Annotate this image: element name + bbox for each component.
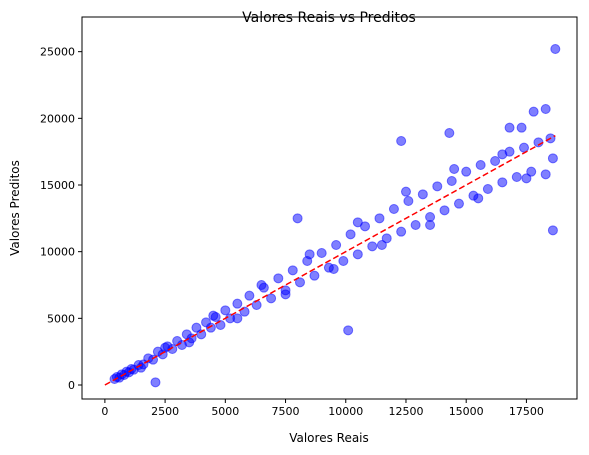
point [220,305,231,316]
point [345,229,356,240]
point [338,256,349,266]
point [316,248,327,258]
x-tick-label: 2500 [151,405,179,418]
point [388,204,399,214]
point [208,310,219,321]
point [367,241,378,252]
point [256,280,267,290]
point [432,181,443,192]
point [497,149,508,160]
point [304,249,315,260]
point [396,226,407,237]
x-tick-label: 15000 [449,405,484,418]
reference-line [104,135,556,386]
y-axis-label: Valores Preditos [8,160,22,256]
point [292,213,303,224]
point [160,342,171,353]
y-tick-label: 25000 [40,46,75,59]
point [540,104,551,114]
chart-title: Valores Reais vs Preditos [242,10,416,26]
point [446,176,457,186]
point [374,213,385,224]
point [417,189,428,200]
x-tick-label: 17500 [509,405,544,418]
point [287,265,298,276]
y-tick-label: 20000 [40,112,75,125]
point [239,306,250,317]
point [521,173,532,184]
point [273,273,284,284]
point [191,322,202,333]
x-tick-label: 10000 [328,405,363,418]
x-tick-label: 5000 [211,405,239,418]
point [309,270,320,281]
point [328,264,339,274]
point [444,128,455,138]
point [526,166,537,177]
y-tick-label: 0 [68,379,75,392]
point [439,205,450,216]
plot-frame [81,16,578,400]
point [352,249,363,260]
point [376,240,387,250]
point [232,298,243,309]
point [528,106,539,117]
point [482,184,493,194]
point [244,290,255,301]
point [461,166,472,177]
point [540,169,551,180]
point [331,240,342,250]
y-tick-label: 5000 [47,312,75,325]
point [280,289,291,300]
point [425,220,436,230]
point [343,325,354,336]
point [352,217,363,228]
point [475,160,486,170]
point [294,277,305,288]
x-tick-label: 12500 [388,405,423,418]
point [449,164,460,174]
point [396,136,407,146]
point [497,177,508,188]
point [232,313,243,324]
point [504,122,515,133]
x-axis-label: Valores Reais [289,431,369,445]
point [511,172,522,182]
point [547,153,558,164]
point [490,156,501,166]
point [150,377,161,388]
point [547,225,558,236]
point [473,193,484,204]
point [410,220,421,230]
point [381,233,392,244]
y-tick-label: 15000 [40,179,75,192]
x-tick-label: 7500 [272,405,300,418]
point [205,322,216,333]
point [453,198,464,209]
x-tick-label: 0 [101,405,108,418]
point [516,122,527,133]
point [403,196,414,206]
point [266,293,277,304]
y-tick-label: 10000 [40,246,75,259]
point [400,186,411,197]
point [550,44,561,54]
